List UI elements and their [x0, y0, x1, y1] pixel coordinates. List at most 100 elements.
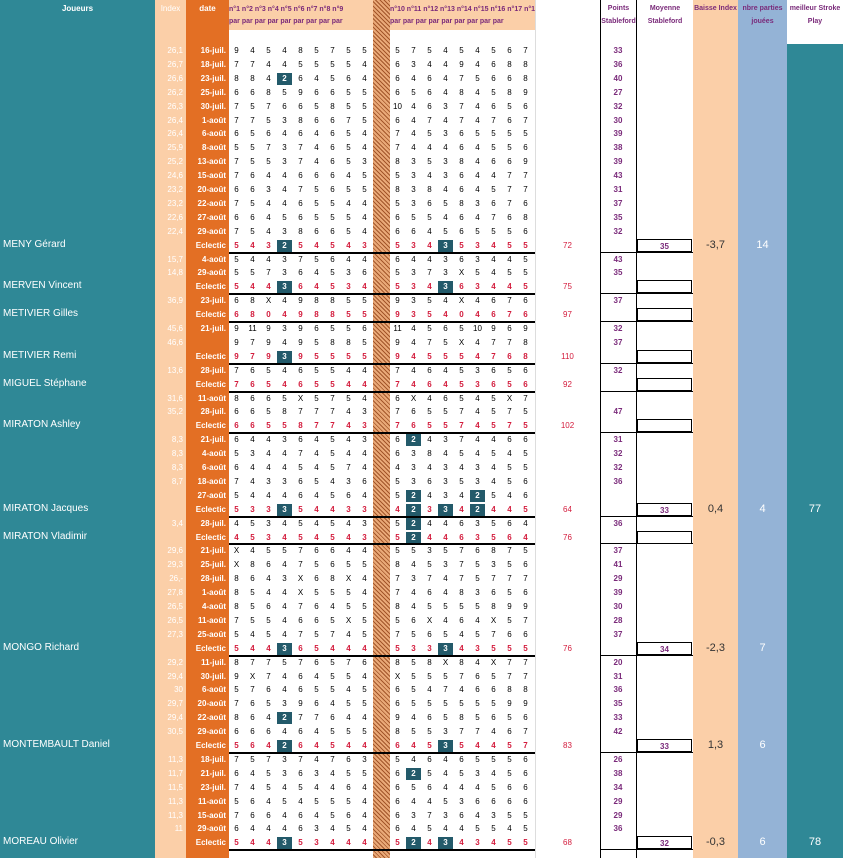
hole-score: 6	[443, 324, 448, 333]
hole-score: 7	[427, 574, 432, 584]
date-value: 4-août	[202, 254, 226, 264]
hole-score: 4	[250, 240, 255, 250]
hole-score: 4	[314, 435, 319, 445]
hole-score: 6	[314, 699, 319, 709]
index-value: 25,9	[167, 143, 183, 153]
hole-score: 5	[507, 476, 512, 486]
hole-score: 9	[298, 87, 303, 97]
hole-score: 9	[298, 337, 303, 347]
hole-score: 8	[427, 449, 432, 459]
hole-score: 5	[523, 449, 528, 459]
hole-score: 5	[427, 407, 432, 417]
hole-score: 4	[250, 435, 255, 445]
hole-score: 7	[459, 101, 464, 111]
player-name: MERVEN Vincent	[3, 280, 82, 292]
hole-score: 7	[234, 810, 239, 820]
hole-score: 5	[459, 324, 464, 333]
hole-score: 5	[475, 129, 480, 139]
hole-score: 6	[346, 754, 351, 764]
score-row: 7 5 4 3 8 6 6 5 4 6 6 4 5 6 5 5 5 6	[229, 225, 535, 239]
hole-score: 3	[411, 476, 416, 486]
hole-score: 4	[282, 824, 287, 834]
hole-score: 5	[314, 643, 319, 653]
hole-score: 4	[475, 782, 480, 792]
hole-score: 3	[438, 239, 453, 252]
baisse-value: -2,3	[706, 641, 725, 654]
hole-score: 6	[491, 379, 496, 389]
hole-score: 7	[507, 671, 512, 681]
hole-score: 4	[314, 754, 319, 764]
hole-score: 5	[282, 546, 287, 556]
hole-score: 6	[395, 435, 400, 445]
hole-score: 4	[427, 143, 432, 153]
hole-score: 5	[266, 46, 271, 55]
hole-score: 2	[277, 72, 292, 85]
hole-score: 3	[443, 254, 448, 264]
hole-score: 3	[411, 171, 416, 181]
hole-score: 4	[443, 824, 448, 834]
hole-score: 3	[427, 546, 432, 556]
hole-score: 4	[411, 379, 416, 389]
hole-score: 7	[298, 629, 303, 639]
hole-score: 5	[330, 810, 335, 820]
hole-score: 5	[491, 782, 496, 792]
hole-score: 6	[427, 588, 432, 598]
hole-score: 4	[362, 59, 367, 69]
date-value: 23-juil.	[200, 782, 226, 792]
hole-score: 8	[250, 73, 255, 83]
hole-score: 4	[475, 337, 480, 347]
hole-score: X	[265, 296, 272, 306]
hole-score: 8	[330, 101, 335, 111]
index-value: 22,4	[167, 226, 183, 236]
hole-score: 7	[523, 185, 528, 194]
hole-score: 6	[282, 101, 287, 111]
hole-score: 4	[282, 310, 287, 320]
hole-score: 4	[362, 824, 367, 834]
hole-score: 5	[234, 268, 239, 278]
hole-score: 7	[234, 171, 239, 181]
hole-score: 4	[266, 490, 271, 500]
hole-score: 4	[427, 518, 432, 528]
hole-score: 6	[298, 476, 303, 486]
index-value	[155, 308, 185, 322]
index-value: 29,4	[167, 671, 183, 681]
index-value: 24,6	[167, 171, 183, 181]
hole-score: 4	[427, 59, 432, 69]
hole-score: 5	[266, 407, 271, 417]
hole-score: 4	[427, 171, 432, 181]
hole-score: 5	[459, 393, 464, 403]
hole-score: 6	[427, 365, 432, 375]
points-value: 35	[613, 699, 623, 709]
hole-score: 6	[491, 713, 496, 723]
hole-score: 4	[411, 324, 416, 333]
date-value: 6-août	[202, 463, 226, 472]
hole-score: 3	[475, 379, 480, 389]
hole-score: 5	[346, 324, 351, 333]
hole-score: 6	[427, 629, 432, 639]
hole-score: 4	[475, 615, 480, 625]
hole-score: 4	[346, 435, 351, 445]
player-separator	[600, 390, 693, 392]
hole-score: 3	[411, 643, 416, 653]
player-name: MIRATON Ashley	[3, 419, 81, 431]
hole-score: 6	[459, 212, 464, 222]
hole-score: 6	[427, 782, 432, 792]
hole-score: 5	[362, 171, 367, 181]
date-value: 18-août	[197, 476, 226, 486]
hole-score: 2	[277, 712, 292, 725]
hole-score: 3	[438, 837, 453, 850]
date-value: 18-juil.	[200, 59, 226, 69]
hole-score: 4	[411, 115, 416, 125]
hole-score: 7	[507, 171, 512, 181]
hole-score: 5	[330, 435, 335, 445]
hole-score: 5	[250, 101, 255, 111]
hole-score: 4	[362, 282, 367, 292]
hole-score: 4	[346, 629, 351, 639]
date-value: 21-juil.	[200, 435, 226, 445]
hole-score: 4	[427, 490, 432, 500]
hole-score: 4	[282, 588, 287, 598]
